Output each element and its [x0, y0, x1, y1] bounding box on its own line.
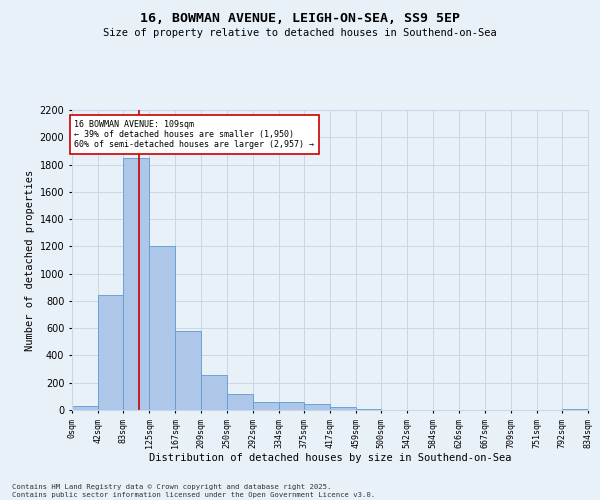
- Y-axis label: Number of detached properties: Number of detached properties: [25, 170, 35, 350]
- Bar: [98, 296, 124, 410]
- Bar: [253, 402, 278, 410]
- Text: 16 BOWMAN AVENUE: 109sqm
← 39% of detached houses are smaller (1,950)
60% of sem: 16 BOWMAN AVENUE: 109sqm ← 39% of detach…: [74, 120, 314, 150]
- Bar: [304, 404, 330, 410]
- Bar: [356, 409, 382, 410]
- Bar: [149, 246, 175, 410]
- Text: 16, BOWMAN AVENUE, LEIGH-ON-SEA, SS9 5EP: 16, BOWMAN AVENUE, LEIGH-ON-SEA, SS9 5EP: [140, 12, 460, 26]
- X-axis label: Distribution of detached houses by size in Southend-on-Sea: Distribution of detached houses by size …: [149, 453, 511, 463]
- Bar: [330, 407, 356, 410]
- Bar: [227, 394, 253, 410]
- Text: Size of property relative to detached houses in Southend-on-Sea: Size of property relative to detached ho…: [103, 28, 497, 38]
- Bar: [72, 406, 98, 410]
- Bar: [124, 158, 149, 410]
- Bar: [202, 374, 227, 410]
- Bar: [278, 402, 304, 410]
- Text: Contains HM Land Registry data © Crown copyright and database right 2025.
Contai: Contains HM Land Registry data © Crown c…: [12, 484, 375, 498]
- Bar: [175, 331, 202, 410]
